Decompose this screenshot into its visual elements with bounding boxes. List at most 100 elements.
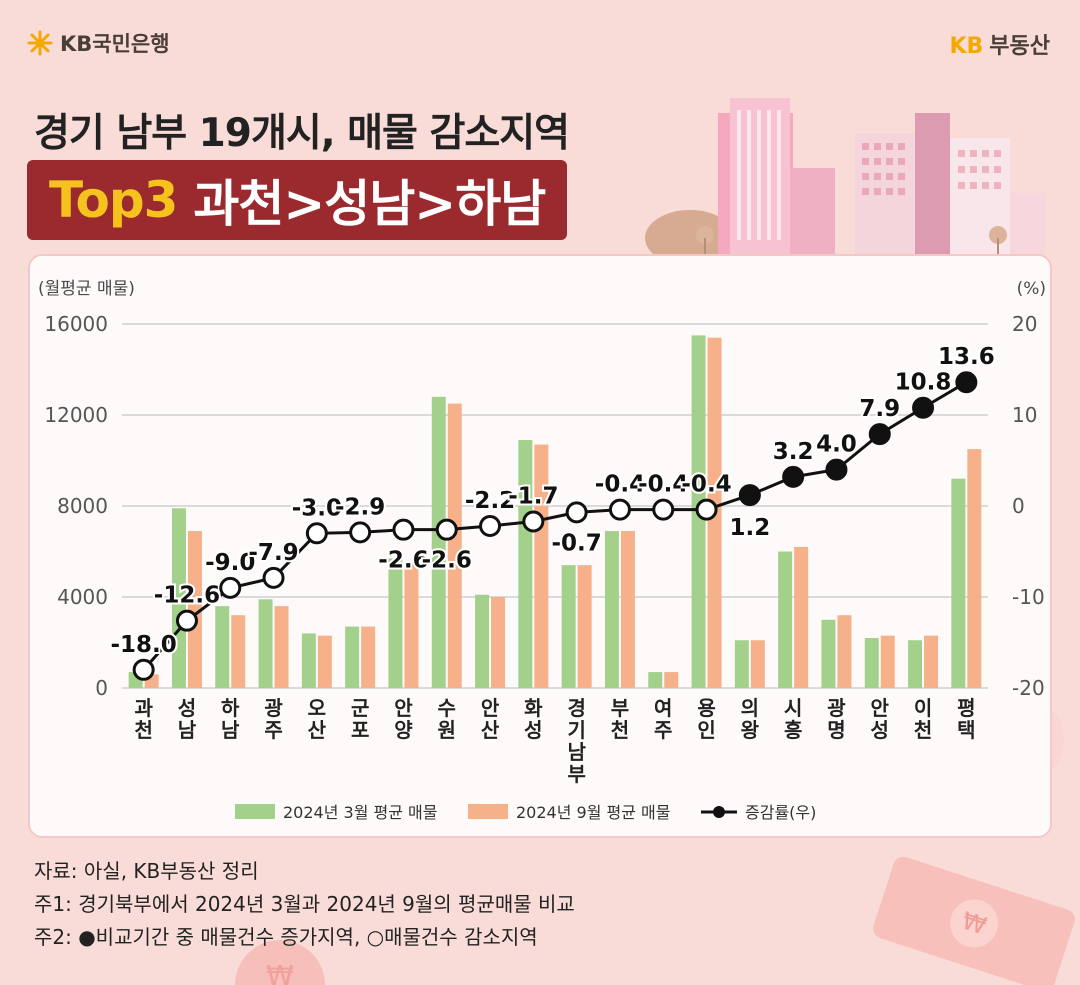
bar-september	[231, 615, 246, 688]
bar-september	[534, 444, 549, 688]
line-point	[738, 484, 761, 507]
category-label: 천	[914, 718, 932, 742]
footnotes: 자료: 아실, KB부동산 정리 주1: 경기북부에서 2024년 3월과 20…	[34, 855, 575, 954]
line-point	[782, 465, 805, 488]
right-axis-label: (%)	[1017, 279, 1046, 299]
data-label: -18.0	[111, 632, 177, 658]
category-label: 경	[567, 696, 585, 720]
category-label: 과	[134, 696, 153, 720]
category-label: 화	[524, 696, 543, 720]
subtitle-highlight: Top3	[49, 171, 178, 229]
category-label: 기	[567, 718, 585, 742]
coin-decoration: ₩	[235, 940, 325, 985]
category-label: 안	[394, 696, 413, 720]
line-point	[175, 609, 198, 632]
bar-march	[518, 440, 533, 688]
category-label: 안	[481, 696, 500, 720]
bar-march	[171, 508, 186, 688]
category-label: 광	[264, 696, 283, 720]
bar-march	[301, 633, 316, 688]
bar-september	[924, 635, 939, 688]
data-label: -9.0	[205, 550, 255, 576]
note-1: 주1: 경기북부에서 2024년 3월과 2024년 9월의 평균매물 비교	[34, 892, 575, 916]
line-point	[305, 522, 328, 545]
category-label: 천	[611, 718, 629, 742]
category-label: 시	[784, 696, 802, 720]
right-tick-label: 20	[1012, 312, 1037, 336]
data-label: -0.4	[638, 472, 688, 498]
bar-september	[794, 546, 809, 688]
subtitle-rest: 과천>성남>하남	[193, 175, 546, 233]
combo-chart: (월평균 매물) (%) -18.0 -12.6 -9.0-7.9 -3.0-2.9 -…	[38, 279, 1046, 822]
bar-september	[317, 635, 332, 688]
bar-march	[821, 619, 836, 688]
line-point	[435, 518, 458, 541]
bar-march	[864, 637, 879, 688]
category-label: 성	[178, 696, 196, 720]
note-2: 주2: ●비교기간 중 매물건수 증가지역, ○매물건수 감소지역	[34, 925, 538, 949]
bar-september	[577, 565, 592, 688]
line-point	[695, 498, 718, 521]
category-label: 하	[221, 696, 240, 720]
right-tick-label: 0	[1012, 494, 1025, 518]
category-label: 부	[611, 696, 629, 720]
category-label: 왕	[741, 718, 760, 742]
page-subtitle: Top3 과천>성남>하남	[27, 160, 568, 240]
left-tick-label: 4000	[57, 585, 108, 609]
line-point	[652, 498, 675, 521]
category-label: 이	[914, 696, 932, 720]
legend-swatch	[468, 804, 508, 819]
bar-september	[447, 403, 462, 688]
line-point	[522, 510, 545, 533]
line-point	[219, 576, 242, 599]
line-point	[955, 371, 978, 394]
left-tick-label: 0	[95, 676, 108, 700]
category-label: 광	[827, 696, 846, 720]
data-label: -12.6	[154, 583, 220, 609]
category-label: 산	[481, 718, 500, 742]
bar-september	[361, 626, 376, 688]
bar-march	[951, 478, 966, 688]
chart-card: (월평균 매물) (%) -18.0 -12.6 -9.0 -7.9 -3.0 -2.9 -…	[28, 254, 1052, 838]
legend-swatch	[235, 804, 275, 819]
category-label: 산	[308, 718, 327, 742]
data-label: -2.9	[335, 494, 385, 520]
brand-logo-kb: KB	[949, 34, 984, 59]
bar-march	[648, 672, 663, 688]
bar-march	[734, 640, 749, 688]
bar-march	[778, 551, 793, 688]
category-label: 여	[654, 696, 672, 720]
left-tick-label: 12000	[44, 403, 108, 427]
bar-september	[967, 449, 982, 688]
legend-label: 2024년 9월 평균 매물	[516, 803, 670, 822]
line-point	[392, 518, 415, 541]
line-point	[349, 521, 372, 544]
bar-september	[837, 615, 852, 688]
money-bill-decoration: ₩	[873, 856, 1075, 985]
kb-realestate-logo: KB 부동산	[949, 28, 1050, 60]
bar-september	[187, 531, 202, 688]
line-point	[825, 458, 848, 481]
data-label: -2.2	[465, 488, 515, 514]
line-point	[262, 566, 285, 589]
data-label: 4.0	[816, 432, 857, 458]
bar-march	[388, 558, 403, 688]
left-tick-label: 16000	[44, 312, 108, 336]
bar-september	[491, 597, 506, 688]
category-label: 군	[351, 696, 369, 720]
category-label: 택	[957, 718, 975, 742]
line-point	[912, 396, 935, 419]
legend-label: 2024년 3월 평균 매물	[283, 803, 437, 822]
category-label: 남	[178, 718, 197, 742]
legend-line-dot	[713, 806, 725, 818]
right-tick-label: 10	[1012, 403, 1037, 427]
bar-september	[880, 635, 895, 688]
source-note: 자료: 아실, KB부동산 정리	[34, 859, 259, 883]
data-label: -0.4	[681, 472, 731, 498]
line-point	[868, 423, 891, 446]
right-tick-label: -20	[1012, 676, 1045, 700]
bar-march	[258, 599, 273, 688]
category-label: 포	[351, 718, 369, 742]
bank-logo-text: KB국민은행	[60, 32, 170, 56]
data-label: 10.8	[895, 370, 952, 396]
